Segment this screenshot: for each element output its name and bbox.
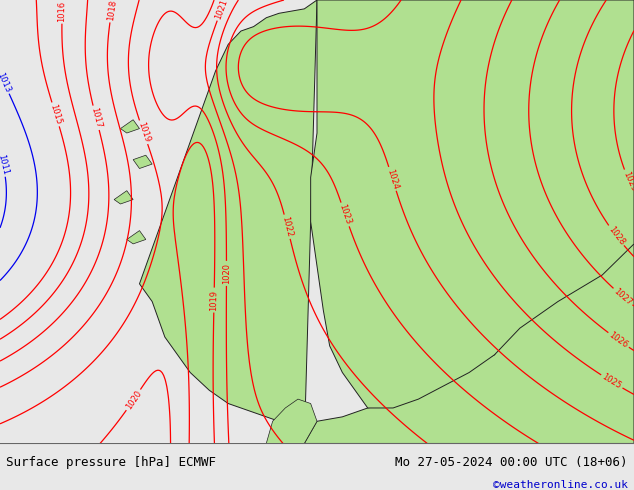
Text: 1019: 1019 xyxy=(209,290,219,311)
Text: 1018: 1018 xyxy=(106,0,118,21)
Text: Surface pressure [hPa] ECMWF: Surface pressure [hPa] ECMWF xyxy=(6,456,216,468)
Text: 1016: 1016 xyxy=(58,0,67,22)
Text: 1020: 1020 xyxy=(222,263,231,284)
Text: 1013: 1013 xyxy=(0,71,12,94)
Text: 1024: 1024 xyxy=(385,168,400,190)
Polygon shape xyxy=(139,0,634,443)
Polygon shape xyxy=(266,399,317,443)
Polygon shape xyxy=(311,0,634,408)
Polygon shape xyxy=(114,191,133,204)
Text: 1021: 1021 xyxy=(214,0,230,20)
Text: Mo 27-05-2024 00:00 UTC (18+06): Mo 27-05-2024 00:00 UTC (18+06) xyxy=(395,456,628,468)
Text: 1020: 1020 xyxy=(124,389,143,411)
Text: 1017: 1017 xyxy=(89,106,103,129)
Text: 1023: 1023 xyxy=(337,203,353,226)
Text: 1026: 1026 xyxy=(607,330,630,350)
Polygon shape xyxy=(133,155,152,169)
Text: 1028: 1028 xyxy=(606,224,626,247)
Polygon shape xyxy=(127,231,146,244)
Text: 1015: 1015 xyxy=(48,103,63,126)
Text: 1019: 1019 xyxy=(136,121,152,144)
Text: ©weatheronline.co.uk: ©weatheronline.co.uk xyxy=(493,480,628,490)
Text: 1025: 1025 xyxy=(600,372,623,391)
Text: 1029: 1029 xyxy=(621,170,634,193)
Polygon shape xyxy=(120,120,139,133)
Text: 1027: 1027 xyxy=(612,287,634,307)
Text: 1022: 1022 xyxy=(280,216,294,238)
Text: 1011: 1011 xyxy=(0,153,10,176)
